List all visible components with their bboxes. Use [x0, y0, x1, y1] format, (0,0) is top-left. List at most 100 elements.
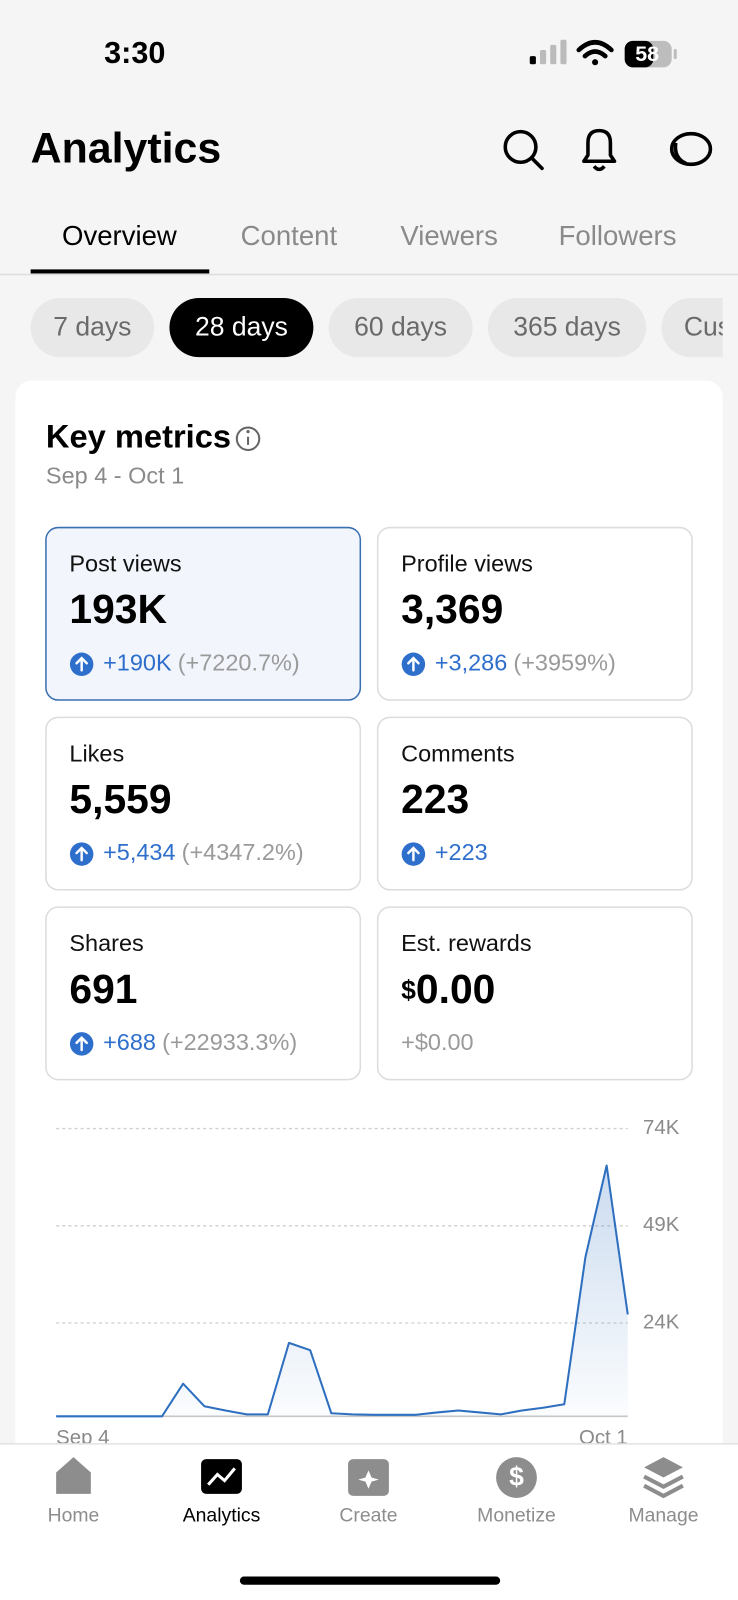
icon-shape — [56, 1457, 91, 1494]
icon-shape — [496, 1457, 537, 1498]
icon-shape — [644, 1457, 683, 1478]
metric-tile[interactable]: Comments 223 +223 — [376, 716, 693, 891]
nav-icon — [643, 1457, 684, 1499]
metric-label: Post views — [69, 551, 181, 577]
metric-box — [376, 716, 693, 891]
icon-shape — [358, 1470, 379, 1489]
metric-label: Likes — [69, 740, 124, 766]
tab[interactable]: Content — [241, 220, 338, 251]
nav-item[interactable]: Analytics — [183, 1459, 261, 1526]
wifi-icon — [576, 40, 614, 66]
metric-value: 5,559 — [69, 776, 171, 822]
metric-box — [376, 526, 693, 701]
tab[interactable]: Followers — [559, 220, 677, 251]
area — [56, 1165, 628, 1417]
value: 3,369 — [401, 586, 503, 632]
change: +688 — [103, 1029, 156, 1055]
change: +190K — [103, 649, 172, 675]
metric-change: +688 (+22933.3%) — [103, 1029, 297, 1055]
y-tick-label: 24K — [643, 1311, 680, 1333]
range-pill[interactable] — [661, 297, 738, 358]
battery-level: 58 — [635, 42, 659, 66]
nav-item[interactable]: Manage — [628, 1457, 699, 1526]
page-title: Analytics — [31, 124, 222, 172]
change: +5,434 — [103, 839, 175, 865]
metric-change: +3,286 (+3959%) — [435, 649, 616, 675]
metric-change: +223 — [435, 839, 488, 865]
search-button[interactable] — [503, 129, 544, 171]
nav-icon — [56, 1457, 91, 1494]
value: 0.00 — [416, 966, 495, 1012]
up-arrow — [75, 656, 88, 672]
metric-tile[interactable]: Profile views 3,369 +3,286 (+3959%) — [376, 526, 693, 701]
metric-value: 691 — [69, 966, 137, 1012]
info-icon[interactable] — [235, 426, 261, 452]
metric-value: 3,369 — [401, 586, 503, 632]
range-pill[interactable] — [169, 297, 314, 358]
metric-box — [376, 906, 693, 1081]
nav-item[interactable]: Home — [48, 1457, 100, 1526]
tab[interactable]: Overview — [62, 220, 177, 251]
icon-shape — [207, 1467, 236, 1486]
metric-box — [45, 716, 362, 891]
status-time: 3:30 — [104, 36, 165, 70]
metric-tile[interactable]: Est. rewards $0.00 +$0.00 — [376, 906, 693, 1081]
metric-tile[interactable]: Post views 193K +190K (+7220.7%) — [45, 526, 362, 701]
range-label[interactable]: 7 days — [53, 312, 131, 342]
percent: (+3959%) — [513, 649, 615, 675]
range-label[interactable]: 60 days — [354, 312, 447, 342]
metric-value: 223 — [401, 776, 469, 822]
metric-label: Comments — [401, 740, 514, 766]
nav-icon — [201, 1459, 242, 1494]
up-arrow — [75, 846, 88, 862]
metric-value: 193K — [69, 586, 167, 632]
nav-label: Create — [339, 1504, 397, 1526]
range-pill[interactable] — [487, 297, 647, 358]
y-tick-label: 49K — [643, 1214, 680, 1236]
card-title: Key metrics — [46, 417, 231, 454]
metric-change: +$0.00 — [401, 1029, 473, 1055]
currency: $ — [401, 975, 416, 1005]
home-indicator — [239, 1576, 501, 1585]
range-pill[interactable] — [328, 297, 473, 358]
metric-tile[interactable]: Likes 5,559 +5,434 (+4347.2%) — [45, 716, 362, 891]
percent: (+7220.7%) — [178, 649, 300, 675]
metric-label: Shares — [69, 930, 143, 956]
nav-label: Monetize — [477, 1504, 556, 1526]
nav-label: Analytics — [183, 1504, 261, 1526]
date-range: Sep 4 - Oct 1 — [46, 463, 184, 489]
range-pill[interactable] — [30, 297, 155, 358]
metric-label: Profile views — [401, 551, 533, 577]
value: 193K — [69, 586, 167, 632]
nav-label: Home — [48, 1504, 100, 1526]
tab[interactable]: Viewers — [400, 220, 498, 251]
value: 223 — [401, 776, 469, 822]
up-arrow — [407, 656, 420, 672]
y-tick-label: 74K — [643, 1117, 680, 1139]
notifications-button[interactable] — [582, 128, 617, 172]
metric-box — [45, 526, 362, 701]
signal-icon — [529, 39, 567, 65]
icon-shape — [643, 1474, 684, 1499]
range-label[interactable]: Custom — [684, 312, 738, 342]
avatar-button[interactable] — [669, 131, 713, 167]
metric-box — [45, 906, 362, 1081]
range-label[interactable]: 28 days — [195, 312, 288, 342]
nav-item[interactable]: Create — [339, 1459, 398, 1526]
nav-item[interactable]: $ Monetize — [477, 1457, 556, 1526]
change: +3,286 — [435, 649, 507, 675]
change: +223 — [435, 839, 488, 865]
up-arrow — [407, 846, 420, 862]
metric-change: +190K (+7220.7%) — [103, 649, 300, 675]
metric-value: $0.00 — [401, 966, 495, 1012]
nav-label: Manage — [628, 1504, 698, 1526]
nav-icon: $ — [496, 1457, 537, 1498]
metric-change: +5,434 (+4347.2%) — [103, 839, 304, 865]
percent: (+4347.2%) — [182, 839, 304, 865]
metric-tile[interactable]: Shares 691 +688 (+22933.3%) — [45, 906, 362, 1081]
range-label[interactable]: 365 days — [513, 312, 621, 342]
metric-label: Est. rewards — [401, 930, 531, 956]
value: 5,559 — [69, 776, 171, 822]
